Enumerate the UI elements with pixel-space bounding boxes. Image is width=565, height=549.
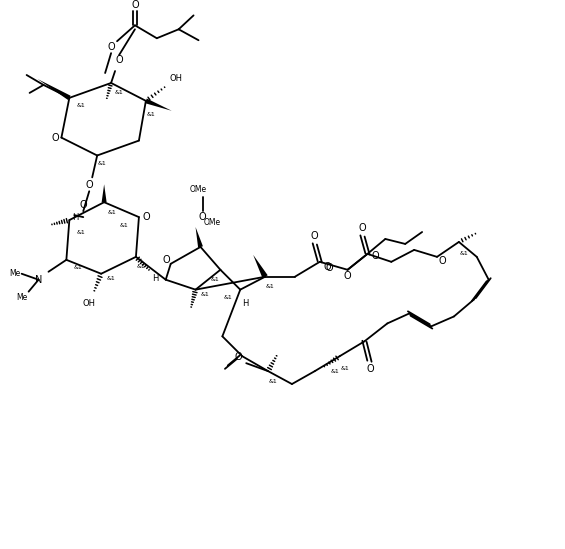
Text: H: H: [72, 212, 79, 222]
Text: &1: &1: [459, 251, 468, 256]
Polygon shape: [102, 184, 107, 202]
Text: O: O: [438, 256, 446, 266]
Text: O: O: [344, 271, 351, 281]
Text: &1: &1: [107, 276, 115, 281]
Text: O: O: [163, 255, 171, 265]
Text: N: N: [35, 274, 42, 285]
Text: Me: Me: [9, 269, 20, 278]
Text: O: O: [142, 212, 150, 222]
Text: &1: &1: [266, 284, 275, 289]
Polygon shape: [145, 98, 172, 111]
Text: O: O: [199, 212, 206, 222]
Text: O: O: [324, 262, 332, 272]
Text: &1: &1: [74, 265, 82, 270]
Text: O: O: [115, 55, 123, 65]
Text: Me: Me: [16, 293, 27, 302]
Text: O: O: [367, 364, 374, 374]
Text: O: O: [131, 1, 139, 10]
Text: &1: &1: [115, 91, 123, 96]
Text: &1: &1: [331, 368, 339, 374]
Text: O: O: [359, 223, 366, 233]
Text: &1: &1: [98, 161, 107, 166]
Text: &1: &1: [77, 103, 86, 108]
Text: O: O: [372, 251, 379, 261]
Text: OH: OH: [169, 75, 182, 83]
Polygon shape: [195, 227, 203, 248]
Text: &1: &1: [137, 264, 145, 270]
Text: O: O: [51, 133, 59, 143]
Text: O: O: [85, 180, 93, 191]
Text: &1: &1: [77, 229, 86, 234]
Text: &1: &1: [108, 210, 116, 215]
Polygon shape: [253, 255, 268, 278]
Text: OMe: OMe: [204, 217, 221, 227]
Text: O: O: [234, 352, 242, 362]
Text: &1: &1: [211, 277, 220, 282]
Text: OH: OH: [82, 299, 95, 308]
Text: &1: &1: [201, 292, 210, 297]
Text: H: H: [153, 274, 159, 283]
Text: &1: &1: [269, 379, 277, 384]
Text: &1: &1: [340, 366, 349, 371]
Polygon shape: [37, 79, 71, 100]
Text: O: O: [311, 231, 319, 241]
Text: &1: &1: [146, 112, 155, 117]
Text: H: H: [242, 299, 249, 308]
Text: O: O: [80, 200, 87, 210]
Text: &1: &1: [120, 222, 128, 227]
Text: &1: &1: [224, 295, 233, 300]
Text: OMe: OMe: [190, 185, 207, 194]
Text: O: O: [107, 42, 115, 52]
Text: O: O: [326, 263, 333, 273]
